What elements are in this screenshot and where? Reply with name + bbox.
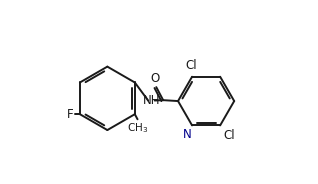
Text: CH$_3$: CH$_3$ xyxy=(127,121,149,135)
Text: O: O xyxy=(150,72,159,85)
Text: NH: NH xyxy=(143,94,160,107)
Text: Cl: Cl xyxy=(224,129,235,142)
Text: N: N xyxy=(183,128,191,141)
Text: Cl: Cl xyxy=(185,59,197,72)
Text: F: F xyxy=(67,108,74,121)
